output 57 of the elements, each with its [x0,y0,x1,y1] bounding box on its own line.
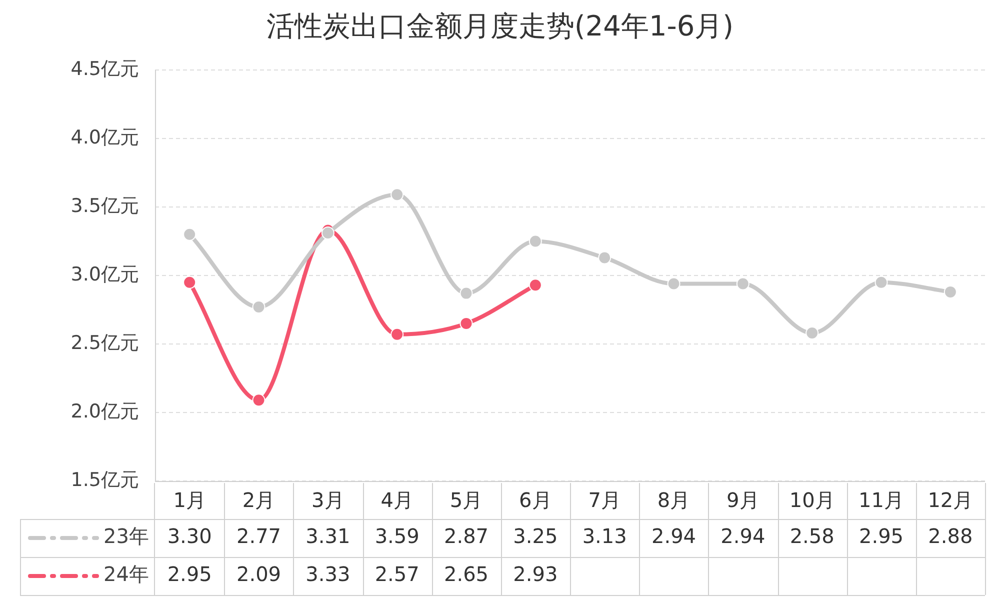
data-label: 2.57 [374,562,420,586]
point [252,394,266,407]
point [183,228,196,241]
legend-label: 24年 [104,562,149,586]
y-tick-label: 4.5亿元 [70,58,139,80]
y-tick-label: 1.5亿元 [70,468,139,491]
y-tick-label: 3.0亿元 [70,263,139,286]
data-label: 2.95 [858,524,904,548]
point [183,276,196,289]
x-tick-label: 8月 [657,488,690,512]
y-tick-label: 4.0亿元 [70,126,139,148]
point [390,328,404,341]
data-label: 2.77 [236,524,282,548]
legend-label: 23年 [104,524,149,548]
point [667,277,680,290]
point [252,300,266,314]
point [598,251,612,264]
x-tick-label: 3月 [312,488,344,512]
point [460,316,473,330]
y-tick-label: 2.0亿元 [70,400,139,422]
point [528,234,542,248]
data-label: 3.59 [374,524,420,548]
data-label: 3.31 [306,524,350,548]
data-label: 3.13 [582,524,627,548]
chart-title: 活性炭出口金额月度走势(24年1-6月) [266,9,734,42]
data-label: 2.94 [720,524,766,548]
data-label: 2.09 [236,562,282,586]
data-label: 2.93 [513,562,558,586]
point [528,278,542,292]
data-label: 2.94 [651,524,696,548]
data-label: 3.33 [306,562,350,586]
point [874,276,888,289]
point [460,286,473,300]
y-tick-label: 2.5亿元 [70,332,139,354]
data-label: 2.88 [928,524,973,548]
x-tick-label: 6月 [519,488,552,512]
x-tick-label: 9月 [726,488,760,512]
data-label: 2.58 [790,524,834,548]
x-tick-label: 4月 [380,488,414,512]
point [390,188,404,202]
data-label: 2.95 [167,562,212,586]
point [806,326,819,340]
y-tick-label: 3.5亿元 [70,194,139,217]
x-tick-label: 11月 [858,488,904,512]
x-tick-label: 12月 [928,488,974,512]
x-tick-label: 10月 [789,488,835,512]
point [321,226,334,240]
x-tick-label: 5月 [450,488,483,512]
x-tick-label: 2月 [242,488,276,512]
data-label: 3.25 [513,524,558,548]
data-label: 2.65 [444,562,489,586]
data-label: 2.87 [444,524,489,548]
x-tick-label: 1月 [173,488,206,512]
point [736,277,750,290]
x-tick-label: 7月 [588,488,621,512]
point [944,285,957,298]
data-label: 3.30 [167,524,212,548]
